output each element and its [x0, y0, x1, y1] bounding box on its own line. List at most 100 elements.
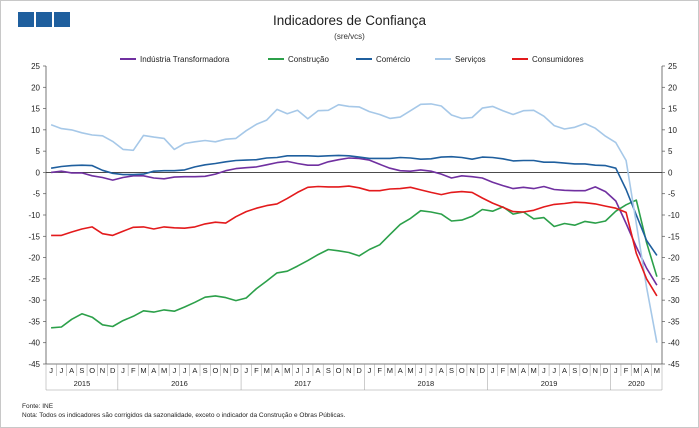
y-tick-label-right: -5: [668, 190, 676, 199]
y-tick-label-right: 15: [668, 105, 677, 114]
y-tick-label-right: -25: [668, 275, 680, 284]
month-label: S: [572, 366, 577, 375]
month-label: D: [356, 366, 362, 375]
month-label: A: [316, 366, 321, 375]
legend-label: Serviços: [455, 55, 486, 64]
series-line-2: [50, 154, 658, 256]
month-label: D: [233, 366, 239, 375]
month-label: F: [501, 366, 506, 375]
month-label: S: [326, 366, 331, 375]
month-label: A: [192, 366, 197, 375]
ine-logo: [18, 12, 72, 32]
series-line-1: [51, 199, 658, 329]
month-label: N: [100, 366, 105, 375]
legend-label: Construção: [288, 55, 329, 64]
month-label: J: [306, 366, 310, 375]
month-label: S: [79, 366, 84, 375]
logo-block-1: [18, 12, 34, 27]
y-tick-label-right: -10: [668, 211, 680, 220]
y-tick-label-left: -40: [28, 339, 40, 348]
series-line-3: [50, 103, 658, 343]
month-label: D: [110, 366, 116, 375]
month-label: J: [172, 366, 176, 375]
month-label: J: [368, 366, 372, 375]
month-label: M: [407, 366, 413, 375]
month-label: O: [582, 366, 588, 375]
month-label: A: [644, 366, 649, 375]
y-tick-label-right: -20: [668, 254, 680, 263]
legend-label: Comércio: [376, 55, 411, 64]
y-tick-label-left: -20: [28, 254, 40, 263]
month-label: F: [131, 366, 136, 375]
month-label: J: [121, 366, 125, 375]
y-tick-label-left: -15: [28, 232, 40, 241]
month-label: D: [480, 366, 486, 375]
month-label: A: [439, 366, 444, 375]
month-label: J: [183, 366, 187, 375]
month-label: S: [449, 366, 454, 375]
month-label: N: [593, 366, 598, 375]
y-tick-label-left: -5: [33, 190, 41, 199]
legend-label: Consumidores: [532, 55, 584, 64]
year-label: 2017: [294, 379, 311, 388]
month-label: N: [346, 366, 351, 375]
month-label: J: [614, 366, 618, 375]
y-tick-label-left: 10: [31, 126, 40, 135]
y-tick-label-right: 10: [668, 126, 677, 135]
y-tick-label-right: 0: [668, 168, 673, 177]
y-tick-label-left: -10: [28, 211, 40, 220]
month-label: M: [531, 366, 537, 375]
month-label: S: [203, 366, 208, 375]
month-label: O: [336, 366, 342, 375]
month-label: M: [284, 366, 290, 375]
year-label: 2018: [418, 379, 435, 388]
y-tick-label-left: -45: [28, 360, 40, 369]
y-tick-label-right: -45: [668, 360, 680, 369]
y-tick-label-right: 5: [668, 147, 673, 156]
y-tick-label-right: -15: [668, 232, 680, 241]
month-label: D: [603, 366, 609, 375]
month-label: M: [161, 366, 167, 375]
month-label: M: [387, 366, 393, 375]
month-label: M: [654, 366, 660, 375]
logo-block-3: [54, 12, 70, 27]
month-label: J: [491, 366, 495, 375]
y-tick-label-left: 5: [36, 147, 41, 156]
y-tick-label-left: -25: [28, 275, 40, 284]
y-tick-label-left: 15: [31, 105, 40, 114]
y-tick-label-right: 20: [668, 83, 677, 92]
month-label: A: [398, 366, 403, 375]
month-label: O: [459, 366, 465, 375]
y-tick-label-right: 25: [668, 62, 677, 71]
chart-subtitle: (sre/vcs): [334, 32, 365, 41]
month-label: J: [542, 366, 546, 375]
y-tick-label-left: -35: [28, 317, 40, 326]
month-label: M: [264, 366, 270, 375]
month-label: F: [254, 366, 259, 375]
month-label: N: [223, 366, 228, 375]
month-label: F: [624, 366, 629, 375]
y-tick-label-left: 25: [31, 62, 40, 71]
month-label: J: [552, 366, 556, 375]
methodology-note: Nota: Todos os indicadores são corrigido…: [22, 412, 346, 419]
year-label: 2019: [541, 379, 558, 388]
legend-label: Indústria Transformadora: [140, 55, 230, 64]
month-label: J: [429, 366, 433, 375]
month-label: J: [296, 366, 300, 375]
month-label: A: [562, 366, 567, 375]
y-tick-label-right: -35: [668, 317, 680, 326]
series-line-0: [51, 157, 658, 286]
year-label: 2016: [171, 379, 188, 388]
series-line-4: [51, 185, 658, 297]
month-label: J: [419, 366, 423, 375]
month-label: M: [510, 366, 516, 375]
month-label: M: [633, 366, 639, 375]
y-tick-label-left: 20: [31, 83, 40, 92]
y-tick-label-right: -40: [668, 339, 680, 348]
month-label: J: [244, 366, 248, 375]
year-label: 2020: [628, 379, 645, 388]
month-label: N: [469, 366, 474, 375]
month-label: O: [89, 366, 95, 375]
logo-block-2: [36, 12, 52, 27]
